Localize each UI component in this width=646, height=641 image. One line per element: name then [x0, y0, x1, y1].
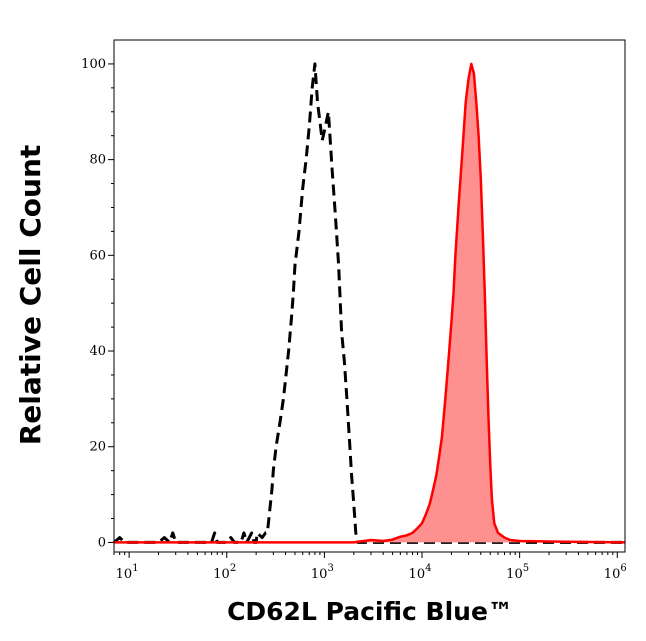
axes-layer: 0 20 40 60 80 100 101 102 103 104 105 106 — [81, 39, 627, 582]
y-tick-label: 0 — [98, 535, 106, 550]
y-tick-label: 40 — [89, 344, 106, 359]
series-0-line — [113, 62, 625, 544]
x-tick-label: 101 — [116, 563, 139, 582]
series-layer — [113, 62, 626, 544]
x-tick-label: 106 — [604, 563, 627, 582]
x-tick-label: 105 — [506, 563, 529, 582]
y-axis-title: Relative Cell Count — [14, 145, 47, 446]
y-tick-label: 60 — [89, 248, 106, 263]
series-1-line — [114, 62, 626, 544]
plot-frame — [113, 39, 626, 553]
x-tick-label: 104 — [409, 563, 432, 582]
series-1-fill — [114, 63, 625, 543]
x-axis-title: CD62L Pacific Blue™ — [227, 597, 513, 626]
x-tick-label: 103 — [311, 563, 334, 582]
y-tick-label: 100 — [81, 57, 106, 72]
y-tick-label: 80 — [89, 153, 106, 168]
x-tick-label: 102 — [213, 563, 236, 582]
y-tick-label: 20 — [89, 440, 106, 455]
